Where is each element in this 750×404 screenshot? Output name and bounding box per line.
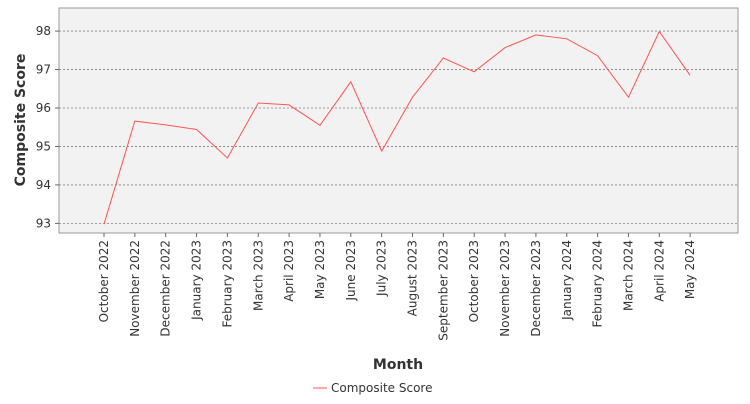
x-tick-label: October 2022 (97, 240, 111, 322)
y-tick-label: 96 (36, 101, 51, 115)
x-tick-label: March 2024 (621, 240, 635, 311)
series-layer (103, 30, 691, 225)
x-tick-label: January 2023 (190, 240, 204, 321)
x-tick-label: April 2023 (282, 240, 296, 302)
x-axis-ticks: October 2022 November 2022 December 2022 Ja… (97, 233, 697, 341)
x-tick-label: December 2023 (529, 240, 543, 337)
x-tick-label: April 2024 (652, 240, 666, 302)
series-line (103, 30, 691, 225)
y-tick-label: 98 (36, 24, 51, 38)
x-tick-label: May 2023 (313, 240, 327, 299)
x-tick-label: February 2023 (220, 240, 234, 328)
y-tick-label: 95 (36, 139, 51, 153)
x-tick-label: September 2023 (436, 240, 450, 341)
legend-label: Composite Score (331, 381, 432, 395)
y-axis-title: Composite Score (13, 54, 29, 187)
x-tick-label: March 2023 (251, 240, 265, 311)
x-tick-label: January 2024 (560, 240, 574, 321)
x-tick-label: November 2023 (498, 240, 512, 337)
x-tick-label: December 2022 (159, 240, 173, 337)
x-tick-label: June 2023 (344, 240, 358, 302)
x-tick-label: May 2024 (683, 240, 697, 299)
x-tick-label: October 2023 (467, 240, 481, 322)
y-axis-ticks: 93 94 95 96 97 98 (36, 24, 59, 230)
legend: Composite Score (313, 381, 432, 395)
plot-area (58, 7, 739, 234)
x-tick-label: November 2022 (128, 240, 142, 337)
grid-lines (59, 30, 738, 224)
x-tick-label: February 2024 (591, 240, 605, 328)
x-axis-title: Month (373, 357, 423, 373)
x-tick-label: August 2023 (406, 240, 420, 316)
y-tick-label: 93 (36, 216, 51, 230)
x-tick-label: July 2023 (375, 240, 389, 297)
y-tick-label: 97 (36, 63, 51, 77)
y-tick-label: 94 (36, 178, 51, 192)
